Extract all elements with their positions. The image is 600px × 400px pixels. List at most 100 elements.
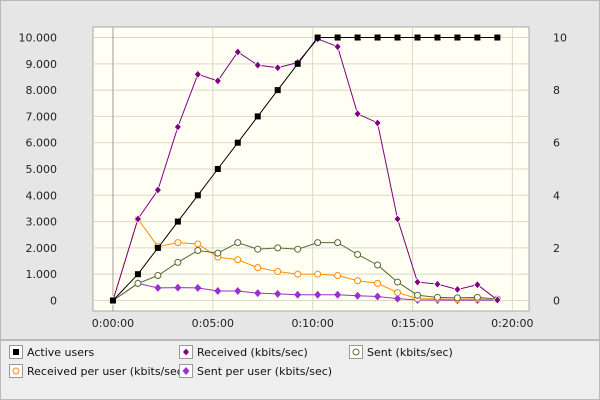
data-point <box>434 34 441 41</box>
data-point <box>254 245 262 253</box>
data-point <box>473 280 482 290</box>
y-right-tick-label: 4 <box>553 189 560 202</box>
data-point <box>453 284 462 295</box>
y-right-tick-label: 2 <box>553 242 560 255</box>
data-point <box>274 289 282 298</box>
y-left-tick-label: 6.000 <box>26 137 58 150</box>
x-tick-label: 0:05:00 <box>192 317 234 330</box>
legend-marker <box>182 367 190 375</box>
data-point <box>294 60 301 67</box>
data-point <box>353 109 362 119</box>
data-point <box>453 294 461 302</box>
data-point <box>493 295 502 305</box>
data-point <box>414 291 422 299</box>
data-point <box>234 139 241 146</box>
data-point <box>494 34 501 41</box>
data-point <box>294 270 302 278</box>
data-point <box>374 261 382 269</box>
line-chart: 0 1.000 2.000 3.000 4.000 5.000 6.000 7.000 8.00… <box>19 26 567 330</box>
y-right-tick-label: 6 <box>553 137 560 150</box>
data-point <box>274 244 282 252</box>
legend-marker <box>13 349 19 355</box>
data-point <box>374 34 381 41</box>
y-left-tick-label: 0 <box>50 294 57 307</box>
chart-panel: 0 1.000 2.000 3.000 4.000 5.000 6.000 7.000 8.00… <box>0 0 600 340</box>
legend-marker <box>12 367 20 375</box>
data-point <box>354 34 361 41</box>
data-point <box>193 69 202 79</box>
y-left-tick-label: 2.000 <box>26 242 58 255</box>
y-right-tick-label: 10 <box>553 32 567 45</box>
data-point <box>254 289 262 298</box>
y-left-tick-label: 9.000 <box>26 58 58 71</box>
data-point <box>314 34 321 41</box>
legend-swatch-icon <box>9 364 23 378</box>
legend-swatch-icon <box>349 345 363 359</box>
legend-label: Sent (kbits/sec) <box>367 345 453 359</box>
legend-item-sent-per-user: Sent per user (kbits/sec) <box>179 364 332 378</box>
data-point <box>174 258 182 266</box>
y-right-tick-label: 8 <box>553 84 560 97</box>
data-point <box>314 239 322 247</box>
data-point <box>214 166 221 172</box>
y-left-tick-label: 1.000 <box>26 268 58 281</box>
y-left-tick-label: 5.000 <box>26 163 58 176</box>
data-point <box>109 297 116 304</box>
data-point <box>394 289 402 297</box>
data-point <box>194 247 202 255</box>
data-point <box>474 34 481 41</box>
legend-marker <box>181 347 191 357</box>
data-point <box>174 239 182 247</box>
x-tick-label: 0:10:00 <box>291 317 333 330</box>
data-point <box>333 42 342 52</box>
data-point <box>174 283 182 292</box>
data-point <box>194 192 201 199</box>
data-point <box>274 87 281 94</box>
y-left-tick-label: 3.000 <box>26 216 58 229</box>
y-left-tick-label: 7.000 <box>26 110 58 123</box>
data-point <box>194 240 202 248</box>
data-point <box>374 292 382 301</box>
legend-swatch-icon <box>179 364 193 378</box>
data-point <box>394 34 401 41</box>
x-tick-label: 0:15:00 <box>391 317 433 330</box>
y-left-tick-label: 8.000 <box>26 84 58 97</box>
series-line <box>112 37 498 301</box>
data-point <box>254 264 262 272</box>
data-point <box>314 270 322 278</box>
data-point <box>433 293 441 301</box>
y-left-tick-label: 10.000 <box>19 32 58 45</box>
data-point <box>154 272 162 279</box>
data-point <box>393 214 402 224</box>
data-point <box>354 250 362 258</box>
y-left-tick-label: 4.000 <box>26 189 58 202</box>
legend-swatch-icon <box>9 345 23 359</box>
data-point <box>154 283 162 292</box>
data-point <box>473 293 481 301</box>
legend-label: Active users <box>27 345 95 359</box>
legend-item-sent: Sent (kbits/sec) <box>349 345 453 359</box>
data-point <box>233 47 242 57</box>
y-right-tick-label: 0 <box>553 294 560 307</box>
data-point <box>334 272 342 279</box>
data-point <box>334 239 342 247</box>
series-active-users <box>109 34 501 304</box>
data-point <box>433 279 442 289</box>
data-point <box>213 76 222 86</box>
data-point <box>373 118 382 128</box>
legend-item-active-users: Active users <box>9 345 94 359</box>
data-point <box>334 290 342 299</box>
legend-marker <box>352 348 360 356</box>
data-point <box>254 113 261 120</box>
legend-label: Sent per user (kbits/sec) <box>197 364 333 378</box>
legend-swatch-icon <box>179 345 193 359</box>
data-point <box>194 283 202 292</box>
data-point <box>294 245 302 253</box>
data-point <box>234 287 242 296</box>
data-point <box>133 214 142 224</box>
data-point <box>134 271 141 278</box>
data-point <box>274 268 282 276</box>
data-point <box>153 185 162 195</box>
data-point <box>354 291 362 300</box>
